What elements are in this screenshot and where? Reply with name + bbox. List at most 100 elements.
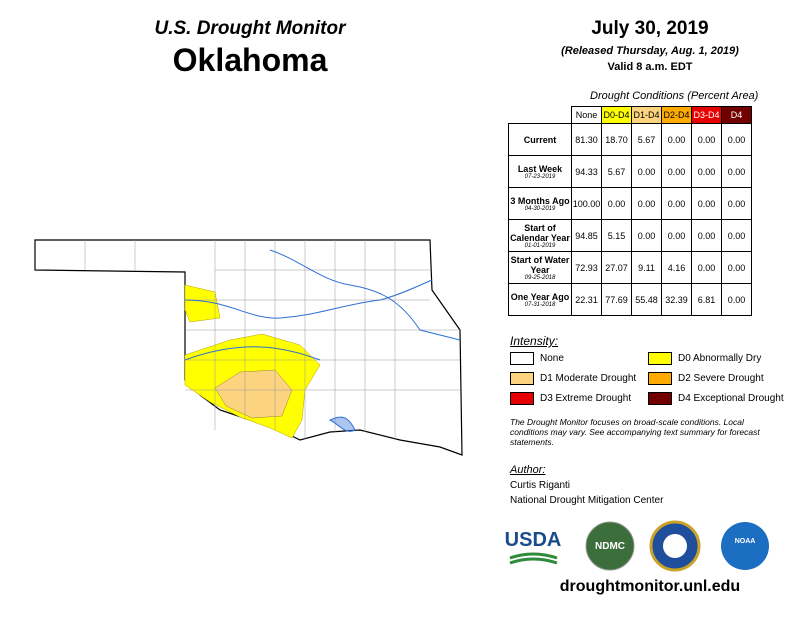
legend-label: D2 Severe Drought xyxy=(678,373,764,384)
column-header: None xyxy=(571,106,602,124)
author-org: National Drought Mitigation Center xyxy=(510,495,664,506)
value-cell: 9.11 xyxy=(631,251,662,284)
value-cell: 5.67 xyxy=(601,155,632,188)
value-cell: 5.67 xyxy=(631,123,662,156)
ndmc-logo: NDMC xyxy=(595,541,625,552)
legend-label: None xyxy=(540,353,564,364)
legend-label: D4 Exceptional Drought xyxy=(678,393,784,404)
d1-area xyxy=(214,369,293,419)
value-cell: 0.00 xyxy=(691,219,722,252)
value-cell: 18.70 xyxy=(601,123,632,156)
legend-swatch xyxy=(510,392,534,405)
value-cell: 100.00 xyxy=(571,187,602,220)
usda-logo: USDA xyxy=(505,529,561,551)
value-cell: 0.00 xyxy=(721,123,752,156)
legend-item: D1 Moderate Drought xyxy=(510,372,636,385)
column-header: D3-D4 xyxy=(691,106,722,124)
value-cell: 22.31 xyxy=(571,283,602,316)
header-row: None D0-D4 D1-D4 D2-D4 D3-D4 D4 xyxy=(509,106,752,124)
value-cell: 0.00 xyxy=(661,219,692,252)
value-cell: 0.00 xyxy=(721,251,752,284)
value-cell: 94.85 xyxy=(571,219,602,252)
row-date: 01-01-2019 xyxy=(524,242,556,249)
d0-area xyxy=(184,284,221,323)
legend-label: D1 Moderate Drought xyxy=(540,373,637,384)
legend-item: D3 Extreme Drought xyxy=(510,392,631,405)
value-cell: 5.15 xyxy=(601,219,632,252)
corner-cell xyxy=(509,107,572,124)
row-label: One Year Ago 07-31-2018 xyxy=(508,283,572,316)
column-header: D2-D4 xyxy=(661,106,692,124)
legend-item: D4 Exceptional Drought xyxy=(648,392,784,405)
row-date: 09-25-2018 xyxy=(524,274,556,281)
legend-swatch xyxy=(648,372,672,385)
column-header: D1-D4 xyxy=(631,106,662,124)
state-title: Oklahoma xyxy=(172,42,328,78)
legend-swatch xyxy=(510,372,534,385)
table-row: One Year Ago 07-31-2018 22.31 77.69 55.48 32.… xyxy=(508,283,752,316)
legend-title: Intensity: xyxy=(510,334,559,348)
value-cell: 6.81 xyxy=(691,283,722,316)
row-label-text: Start of Calendar Year xyxy=(510,222,570,243)
doc-logo-center xyxy=(663,534,687,558)
website: droughtmonitor.unl.edu xyxy=(559,578,741,595)
valid-time: Valid 8 a.m. EDT xyxy=(607,61,693,73)
value-cell: 81.30 xyxy=(571,123,602,156)
author-name: Curtis Riganti xyxy=(510,480,571,491)
row-date: 04-30-2019 xyxy=(524,205,556,212)
logos: USDA NDMC NOAA xyxy=(505,520,769,572)
legend-item: D2 Severe Drought xyxy=(648,372,764,385)
table-row: Current 81.30 18.70 5.67 0.00 0.00 0.00 xyxy=(508,123,752,156)
ndmc-logo-bg xyxy=(585,521,635,571)
noaa-logo-bg xyxy=(721,522,769,570)
author-title: Author: xyxy=(510,464,546,476)
value-cell: 0.00 xyxy=(691,123,722,156)
column-header: D4 xyxy=(721,106,752,124)
value-cell: 0.00 xyxy=(721,283,752,316)
value-cell: 72.93 xyxy=(571,251,602,284)
row-label: Start of Calendar Year 01-01-2019 xyxy=(508,219,572,252)
value-cell: 0.00 xyxy=(661,155,692,188)
value-cell: 27.07 xyxy=(601,251,632,284)
table-caption: Drought Conditions (Percent Area) xyxy=(590,90,759,102)
table-row: Last Week 07-23-2019 94.33 5.67 0.00 0.00 0.00… xyxy=(508,155,752,188)
value-cell: 0.00 xyxy=(661,123,692,156)
value-cell: 0.00 xyxy=(661,187,692,220)
value-cell: 32.39 xyxy=(661,283,692,316)
value-cell: 4.16 xyxy=(661,251,692,284)
value-cell: 0.00 xyxy=(691,251,722,284)
column-header: D0-D4 xyxy=(601,106,632,124)
value-cell: 0.00 xyxy=(631,187,662,220)
conditions-table: None D0-D4 D1-D4 D2-D4 D3-D4 D4 Current 81.30 18… xyxy=(508,106,752,316)
row-label-text: 3 Months Ago xyxy=(510,195,570,206)
row-label: Current xyxy=(508,123,572,156)
value-cell: 0.00 xyxy=(691,187,722,220)
value-cell: 0.00 xyxy=(601,187,632,220)
usda-swoosh xyxy=(509,552,558,565)
row-label: Last Week 07-23-2019 xyxy=(508,155,572,188)
value-cell: 0.00 xyxy=(631,155,662,188)
row-label-text: One Year Ago xyxy=(510,291,570,302)
legend-label: D3 Extreme Drought xyxy=(540,393,632,404)
value-cell: 77.69 xyxy=(601,283,632,316)
table-row: Start of Calendar Year 01-01-2019 94.85 5.1… xyxy=(508,219,752,252)
value-cell: 0.00 xyxy=(691,155,722,188)
legend-item: None xyxy=(510,352,564,365)
legend-swatch xyxy=(648,392,672,405)
note: The Drought Monitor focuses on broad-sca… xyxy=(510,417,760,447)
row-date: 07-31-2018 xyxy=(524,301,556,308)
rivers xyxy=(184,249,461,432)
legend-swatch xyxy=(648,352,672,365)
value-cell: 0.00 xyxy=(721,155,752,188)
release-date: (Released Thursday, Aug. 1, 2019) xyxy=(561,45,739,57)
row-label-text: Current xyxy=(523,134,557,145)
row-label: 3 Months Ago 04-30-2019 xyxy=(508,187,572,220)
value-cell: 55.48 xyxy=(631,283,662,316)
row-label-text: Last Week xyxy=(517,163,563,174)
noaa-logo: NOAA xyxy=(735,538,756,545)
legend-label: D0 Abnormally Dry xyxy=(678,353,762,364)
row-label: Start of Water Year 09-25-2018 xyxy=(508,251,572,284)
legend-swatch xyxy=(510,352,534,365)
